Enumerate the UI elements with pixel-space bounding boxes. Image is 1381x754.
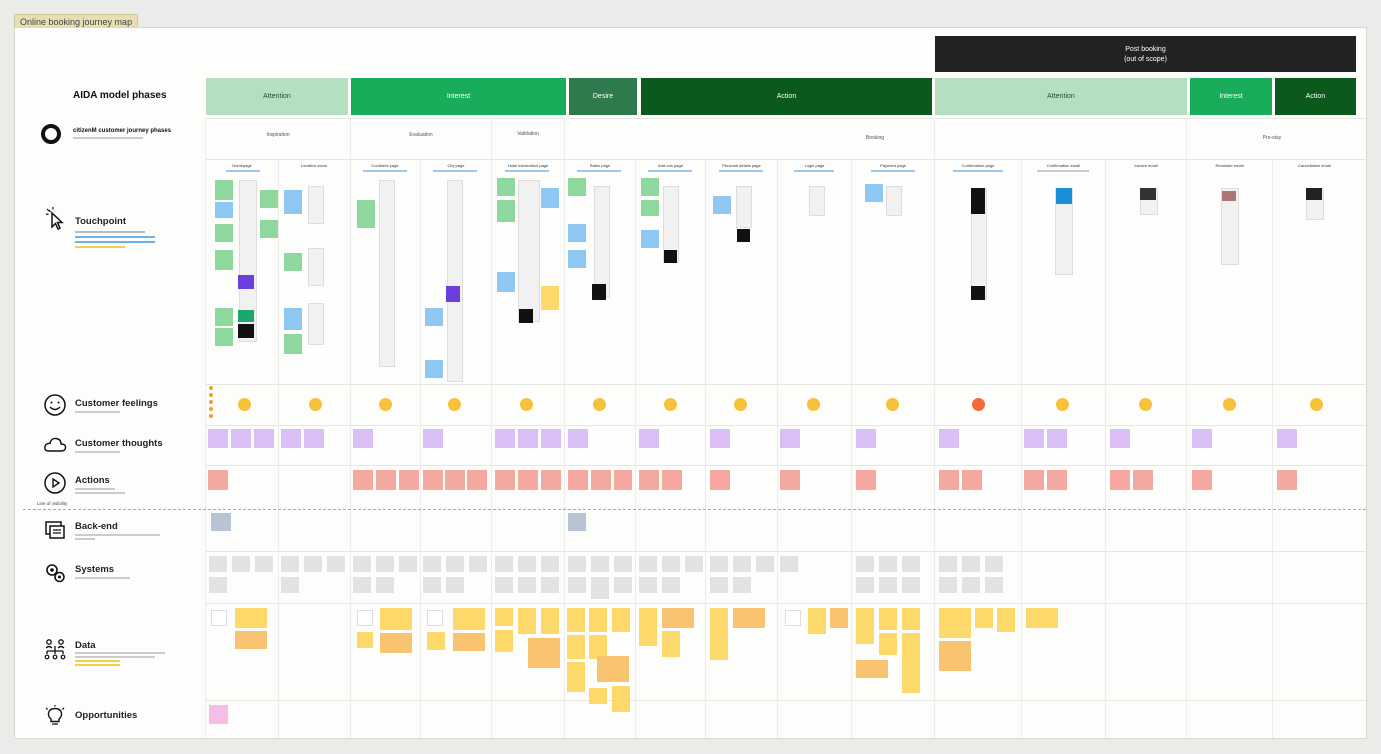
hotel-info-screenshot bbox=[518, 180, 540, 322]
touchpoint-rates-page: Rates page bbox=[589, 163, 611, 168]
citizenm-logo bbox=[41, 124, 61, 144]
location-menu-screenshot bbox=[308, 186, 324, 224]
payment-page-screenshot bbox=[886, 186, 902, 216]
touchpoint-homepage: Homepage bbox=[232, 163, 252, 168]
homepage-screenshot bbox=[239, 180, 257, 342]
gears-icon bbox=[46, 564, 65, 583]
phase-action-2: Action bbox=[1275, 78, 1356, 115]
feeling-emoji bbox=[593, 398, 606, 411]
lane-opportunities-label: Opportunities bbox=[75, 710, 138, 721]
phase-interest-1: Interest bbox=[351, 78, 566, 115]
continent-page-screenshot bbox=[379, 180, 395, 367]
feeling-emoji bbox=[1056, 398, 1069, 411]
journey-phases-desc bbox=[73, 137, 143, 139]
line-of-visibility-label: Line of visibility bbox=[37, 501, 68, 506]
touchpoint-hotel-info-page: Hotel information page bbox=[507, 163, 549, 168]
play-icon bbox=[44, 472, 66, 494]
cloud-icon bbox=[44, 437, 67, 452]
phase-attention-2: Attention bbox=[935, 78, 1187, 115]
rates-page-screenshot bbox=[594, 186, 610, 298]
phase-desire: Desire bbox=[569, 78, 637, 115]
touchpoint-cancellation-email: Cancellation email bbox=[1298, 163, 1331, 168]
feeling-emoji bbox=[1223, 398, 1236, 411]
feeling-emoji bbox=[1139, 398, 1152, 411]
touchpoint-continent-page: Continent page bbox=[371, 163, 399, 168]
touchpoint-login-page: Login page bbox=[804, 163, 825, 168]
journey-booking: Booking bbox=[865, 135, 885, 141]
aida-title: AIDA model phases bbox=[73, 90, 167, 101]
touchpoint-location-menu: Location menu bbox=[300, 163, 328, 168]
feeling-scale bbox=[209, 386, 213, 418]
users-data-icon bbox=[44, 639, 66, 660]
lane-systems-label: Systems bbox=[75, 564, 115, 575]
touchpoint-reminder-email: Reminder email bbox=[1215, 163, 1244, 168]
lane-feelings-label: Customer feelings bbox=[75, 398, 158, 409]
feeling-emoji bbox=[520, 398, 533, 411]
feeling-emoji bbox=[807, 398, 820, 411]
lane-actions-label: Actions bbox=[75, 475, 110, 486]
personal-details-screenshot bbox=[736, 186, 752, 228]
server-icon bbox=[45, 521, 65, 539]
journey-evaluation: Evaluation bbox=[409, 132, 433, 138]
lane-thoughts-label: Customer thoughts bbox=[75, 438, 163, 449]
journey-validation: Validation bbox=[517, 131, 539, 137]
journey-prestay: Pre-stay bbox=[1262, 135, 1282, 141]
post-booking-banner: Post booking (out of scope) bbox=[935, 36, 1356, 72]
touchpoint-addons-page: Add-ons page bbox=[658, 163, 683, 168]
touchpoint-confirmation-email: Confirmation email bbox=[1046, 163, 1081, 168]
journey-phases-title: citizenM customer journey phases bbox=[73, 128, 172, 134]
line-of-visibility bbox=[23, 509, 1366, 510]
touchpoint-city-page: City page bbox=[447, 163, 465, 168]
feeling-emoji bbox=[1310, 398, 1323, 411]
city-page-screenshot bbox=[447, 180, 463, 382]
phase-interest-2: Interest bbox=[1190, 78, 1272, 115]
touchpoint-confirmation-page: Confirmation page bbox=[961, 163, 995, 168]
touchpoint-personal-details-page: Personal details page bbox=[722, 163, 761, 168]
feeling-emoji bbox=[379, 398, 392, 411]
post-booking-scope: (out of scope) bbox=[1124, 56, 1167, 63]
lightbulb-icon bbox=[45, 705, 65, 725]
lane-touchpoint-label: Touchpoint bbox=[75, 216, 127, 227]
search-menu-screenshot bbox=[308, 303, 324, 345]
feeling-emoji bbox=[238, 398, 251, 411]
smiley-icon bbox=[44, 394, 66, 416]
touchpoint-invoice-email: Invoice email bbox=[1134, 163, 1158, 168]
feeling-emoji bbox=[309, 398, 322, 411]
feeling-emoji bbox=[448, 398, 461, 411]
touchpoint-payment-page: Payment page bbox=[880, 163, 906, 168]
feeling-emoji bbox=[972, 398, 985, 411]
feeling-emoji bbox=[664, 398, 677, 411]
lane-data-label: Data bbox=[75, 640, 96, 651]
post-booking-title: Post booking bbox=[1125, 46, 1166, 53]
journey-inspiration: Inspiration bbox=[266, 132, 290, 138]
journey-map-board: Post booking (out of scope) AIDA model p… bbox=[14, 27, 1367, 739]
phase-action-1: Action bbox=[641, 78, 932, 115]
phase-attention-1: Attention bbox=[206, 78, 348, 115]
feeling-emoji bbox=[886, 398, 899, 411]
feeling-emoji bbox=[734, 398, 747, 411]
reminder-email-screenshot bbox=[1221, 188, 1239, 265]
opportunity-sticky[interactable] bbox=[209, 705, 228, 724]
login-page-screenshot bbox=[809, 186, 825, 216]
data-picker-screenshot bbox=[308, 248, 324, 286]
lane-backend-label: Back-end bbox=[75, 521, 118, 532]
cursor-click-icon bbox=[45, 207, 64, 230]
